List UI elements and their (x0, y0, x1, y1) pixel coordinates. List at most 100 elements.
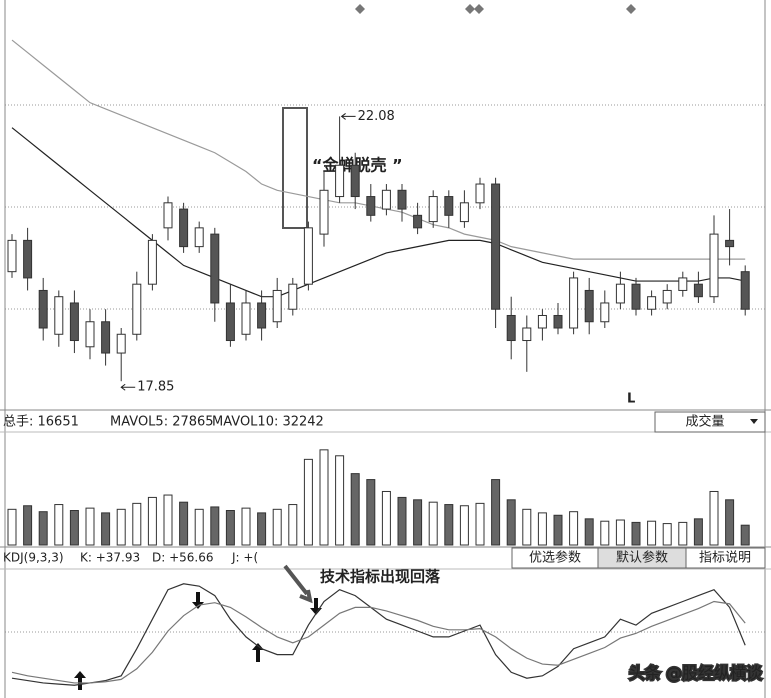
kdj-header: D: +56.66 (152, 551, 214, 565)
line (11, 583, 746, 686)
volume-bar (631, 521, 641, 546)
volume-bar (335, 455, 345, 546)
volume-bar (678, 521, 688, 546)
annotation-arrow (283, 564, 313, 604)
candle-body (69, 302, 79, 342)
candle-body (350, 164, 360, 198)
buttons[interactable]: 优选参数 默认参数 指标说明 (511, 547, 766, 569)
volume-bar (54, 504, 64, 546)
dropdown-arrow[interactable] (750, 419, 758, 424)
candle-body (163, 202, 173, 229)
candle-body (225, 302, 235, 342)
candle-body (413, 214, 423, 229)
volume-bar (569, 511, 579, 546)
candle-body (257, 302, 267, 329)
candle-body (428, 196, 438, 223)
volume-bar (662, 523, 672, 546)
volume-bar (725, 499, 735, 546)
volume-bar (38, 511, 48, 546)
candle-body (147, 239, 157, 285)
candle-body (475, 183, 485, 204)
volume-bar (740, 524, 750, 546)
arrow-up (74, 671, 86, 690)
candle-body (132, 283, 142, 335)
candle-body (553, 314, 563, 329)
volume-bar (381, 490, 391, 546)
volume-bar (257, 512, 267, 546)
candle-body (303, 227, 313, 285)
volume-bar (491, 479, 501, 546)
candle-body (7, 239, 17, 273)
candle-body (366, 196, 376, 216)
kdj-header: K: +37.93 (80, 551, 140, 565)
volume-bar (101, 512, 111, 546)
volume-bar (553, 514, 563, 546)
watermark: 头条 @股经纵横谈 (629, 664, 762, 683)
dropdown[interactable]: 成交量 (654, 411, 766, 433)
candle-body (506, 314, 516, 342)
volume-bar (475, 502, 485, 546)
candle-body (678, 277, 688, 291)
dropdown-box[interactable] (654, 411, 766, 433)
candle-body (537, 314, 547, 329)
candle-body (444, 196, 454, 216)
button[interactable] (685, 547, 766, 569)
diamond (355, 4, 365, 14)
volume-bar (147, 496, 157, 546)
volume-bar (600, 520, 610, 546)
kdj-header: J: +( (231, 551, 258, 565)
volume-bar (69, 510, 79, 546)
candle-body (54, 296, 64, 335)
volume-bar (7, 508, 17, 546)
volume-header: MAVOL10: 32242 (212, 415, 324, 430)
volume-bar (584, 518, 594, 546)
line (11, 127, 746, 298)
candle-body (615, 283, 625, 304)
diamond (474, 4, 484, 14)
volume-bar (116, 508, 126, 546)
candle-body (569, 277, 579, 329)
volume-bar (319, 449, 329, 546)
price-label: 17.85 (137, 380, 174, 395)
diamond (626, 4, 636, 14)
volume-bar (413, 499, 423, 546)
volume-bar (522, 508, 532, 546)
candle-body (662, 289, 672, 304)
kdj-header: KDJ(9,3,3) (3, 551, 64, 565)
candle-body (631, 283, 641, 310)
button-label[interactable]: 默认参数 (616, 550, 668, 566)
candle-body (647, 296, 657, 310)
candle-body (179, 208, 189, 248)
candle-body (241, 302, 251, 335)
volume-bar (506, 499, 516, 546)
price-label: 22.08 (358, 109, 395, 124)
candle-body (584, 289, 594, 323)
volume-bar (210, 506, 220, 546)
dropdown-label[interactable]: 成交量 (685, 414, 724, 430)
volume-bar (459, 505, 469, 546)
button-label[interactable]: 优选参数 (529, 550, 581, 566)
arrow-down (310, 598, 322, 615)
candle-body (709, 233, 719, 298)
volume-bar (709, 490, 719, 546)
markers (355, 4, 636, 14)
annotation: 技术指标出现回落 (320, 568, 441, 586)
candle-body (85, 321, 95, 348)
volume-bar (693, 518, 703, 546)
volume-bar (350, 473, 360, 546)
label-pointer (340, 113, 356, 120)
line (11, 600, 746, 684)
annotation: L (627, 392, 635, 407)
candle-body (600, 302, 610, 323)
button-label[interactable]: 指标说明 (699, 551, 751, 566)
volume-bar (428, 501, 438, 546)
candle-body (101, 321, 111, 354)
volume-header: 总手: 16651 (3, 415, 79, 430)
candle-body (194, 227, 204, 248)
candle-body (381, 189, 391, 210)
volume-bar (288, 504, 298, 546)
candle-body (210, 233, 220, 304)
volume-bar (366, 479, 376, 546)
candle-body (272, 289, 282, 323)
